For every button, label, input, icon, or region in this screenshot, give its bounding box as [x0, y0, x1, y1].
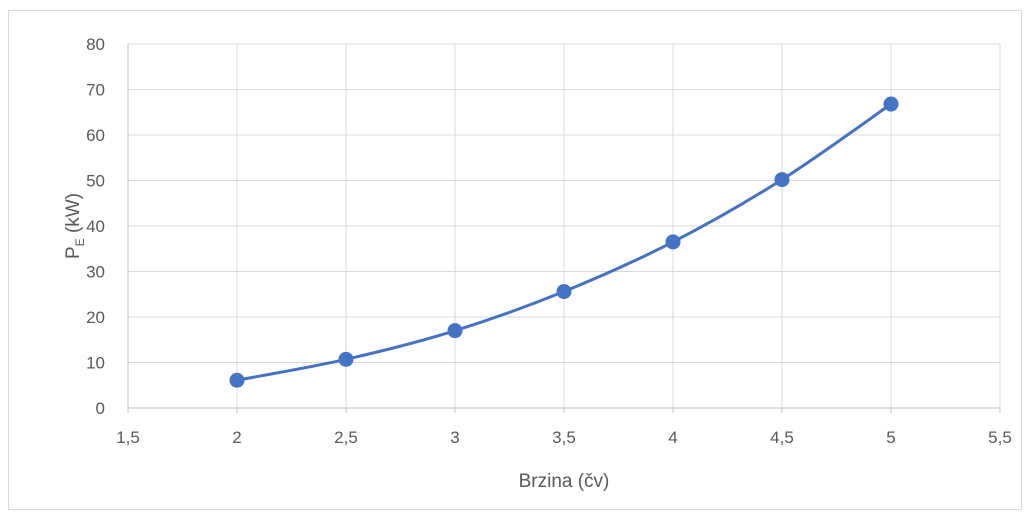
x-tick-label: 5,5 — [988, 428, 1012, 447]
axis-layer — [127, 44, 1001, 413]
x-tick-label: 5 — [886, 428, 895, 447]
x-tick-label: 3 — [450, 428, 459, 447]
grid-layer — [128, 43, 1001, 408]
data-point — [338, 351, 354, 367]
y-tick-label: 40 — [86, 217, 105, 236]
x-tick-label: 1,5 — [116, 428, 140, 447]
x-tick-label: 2 — [232, 428, 241, 447]
y-tick-label: 30 — [86, 263, 105, 282]
x-axis-title: Brzina (čv) — [519, 471, 610, 492]
y-tick-label: 80 — [86, 35, 105, 54]
y-tick-label: 0 — [96, 399, 105, 418]
y-axis-title-subscript: E — [73, 238, 87, 246]
series-layer — [229, 96, 899, 388]
tick-label-layer: 0 10 20 30 40 50 60 70 80 1,5 2 2,5 3 3,5 4 4,5 5 5,5 — [86, 35, 1012, 447]
data-point — [556, 284, 572, 300]
chart-frame — [8, 10, 1022, 510]
x-tick-label: 3,5 — [552, 428, 576, 447]
data-point — [447, 323, 463, 339]
x-tick-label: 4,5 — [770, 428, 794, 447]
y-axis-title-unit: (kW) — [63, 193, 84, 238]
data-point — [665, 234, 681, 250]
y-tick-label: 50 — [86, 172, 105, 191]
x-tick-label: 4 — [668, 428, 677, 447]
data-point — [883, 96, 899, 112]
y-axis-title: PE (kW) — [63, 193, 87, 259]
y-tick-label: 60 — [86, 126, 105, 145]
data-point — [774, 172, 790, 188]
y-tick-label: 20 — [86, 308, 105, 327]
y-tick-label: 70 — [86, 81, 105, 100]
data-point — [229, 372, 245, 388]
x-tick-label: 2,5 — [334, 428, 358, 447]
y-axis-title-main: P — [63, 246, 84, 259]
y-tick-label: 10 — [86, 354, 105, 373]
